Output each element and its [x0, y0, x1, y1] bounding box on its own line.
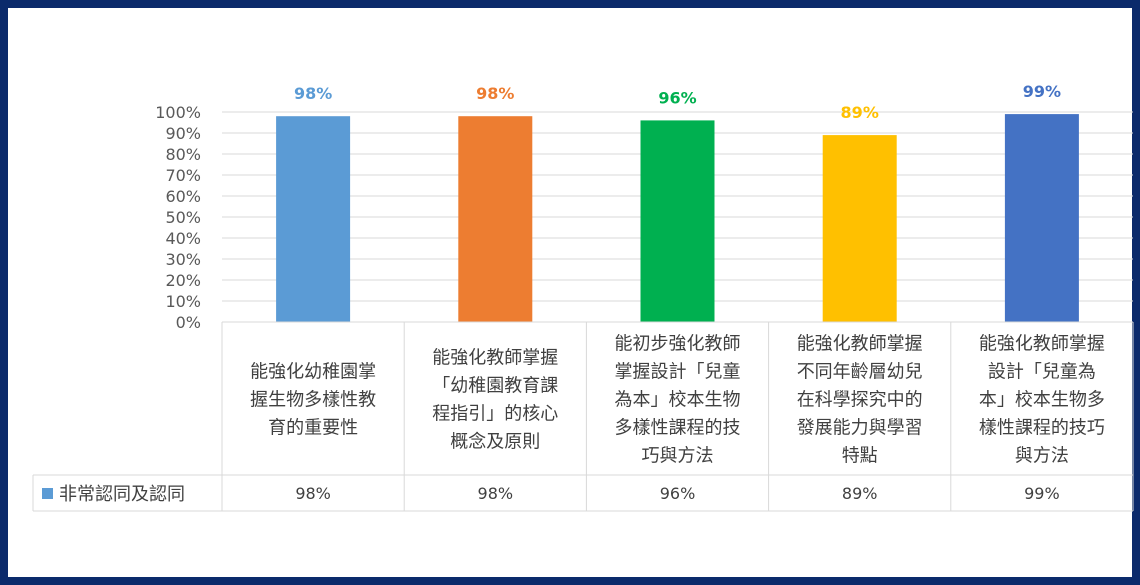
data-label: 99% [1023, 82, 1061, 101]
bar [1004, 114, 1079, 322]
legend-label: 非常認同及認同 [59, 484, 185, 505]
category-label: 設計「兒童為 [988, 362, 1096, 383]
category-label: 為本」校本生物 [615, 390, 741, 411]
category-label: 育的重要性 [268, 418, 358, 439]
category-label: 能初步強化教師 [615, 334, 741, 355]
category-label: 不同年齡層幼兒 [797, 362, 923, 383]
y-tick-label: 30% [165, 250, 201, 269]
category-label: 發展能力與學習 [797, 418, 923, 439]
data-label: 96% [658, 88, 696, 107]
y-tick-label: 50% [165, 208, 201, 227]
data-label: 98% [476, 84, 514, 103]
category-label: 本」校本生物多 [979, 390, 1105, 411]
bar [276, 116, 351, 322]
legend-swatch [42, 488, 53, 499]
bar [822, 135, 897, 322]
table-cell: 96% [660, 484, 696, 503]
category-label: 與方法 [1015, 446, 1069, 467]
y-tick-label: 20% [165, 271, 201, 290]
y-tick-label: 80% [165, 145, 201, 164]
data-label: 89% [841, 103, 879, 122]
category-label: 「幼稚園教育課 [432, 376, 558, 397]
category-label: 巧與方法 [642, 446, 714, 467]
y-tick-label: 60% [165, 187, 201, 206]
data-label: 98% [294, 84, 332, 103]
table-cell: 98% [478, 484, 514, 503]
category-label: 能強化幼稚園掌 [250, 362, 376, 383]
category-label: 能強化教師掌握 [797, 334, 923, 355]
y-tick-label: 70% [165, 166, 201, 185]
table-cell: 89% [842, 484, 878, 503]
category-label: 能強化教師掌握 [432, 348, 558, 369]
y-tick-label: 40% [165, 229, 201, 248]
bar [458, 116, 533, 322]
y-tick-label: 90% [165, 124, 201, 143]
category-label: 在科學探究中的 [797, 390, 923, 411]
category-label: 握生物多樣性教 [250, 390, 376, 411]
category-label: 程指引」的核心 [432, 404, 558, 425]
category-label: 多樣性課程的技 [615, 418, 741, 439]
category-label: 概念及原則 [450, 431, 540, 453]
category-label: 樣性課程的技巧 [979, 418, 1105, 439]
category-label: 能強化教師掌握 [979, 334, 1105, 355]
table-cell: 99% [1024, 484, 1060, 503]
bar [640, 120, 715, 323]
table-cell: 98% [295, 484, 331, 503]
category-label: 掌握設計「兒童 [615, 362, 741, 383]
y-tick-label: 100% [155, 103, 201, 122]
y-tick-label: 10% [165, 292, 201, 311]
category-label: 特點 [842, 446, 878, 467]
y-tick-label: 0% [176, 313, 201, 332]
